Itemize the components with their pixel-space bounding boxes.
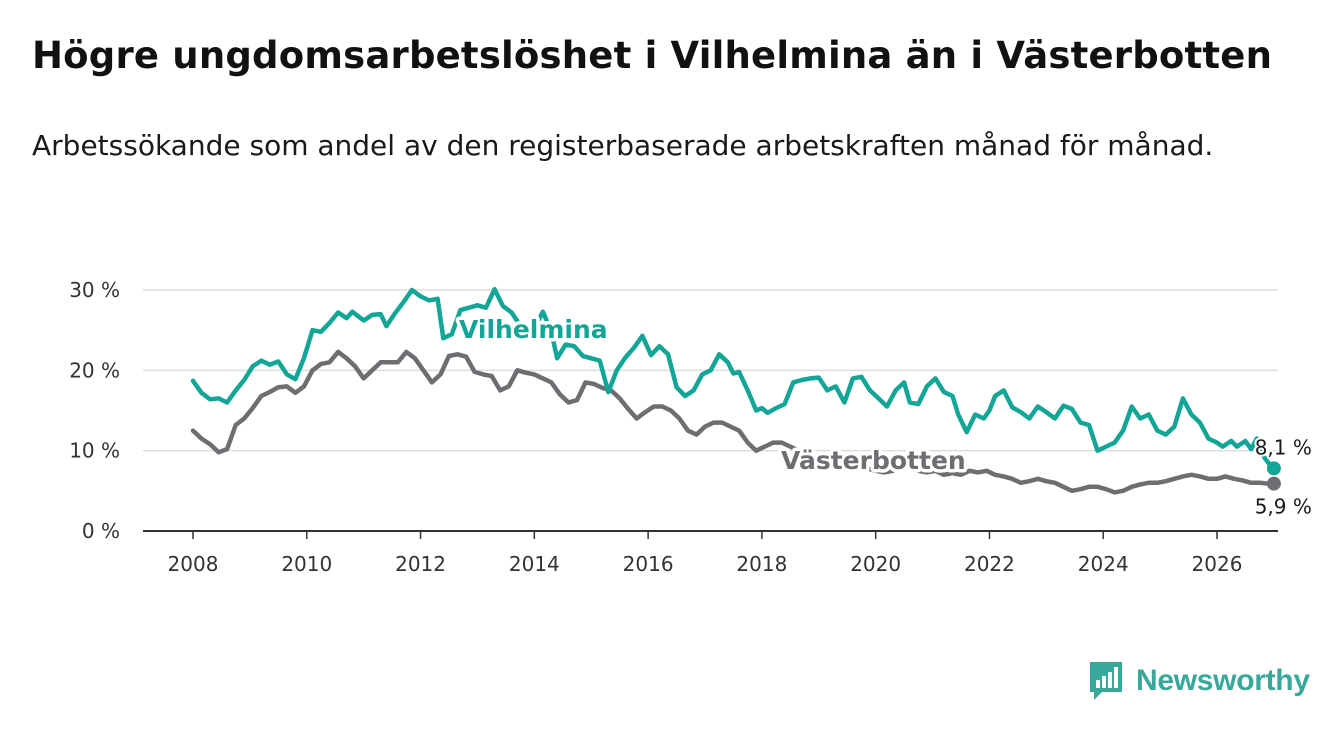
y-axis-ticks: 0 % 10 % 20 % 30 % [69, 278, 120, 543]
y-tick-label: 10 % [69, 439, 120, 463]
x-tick-label: 2016 [623, 552, 674, 576]
x-tick-label: 2010 [281, 552, 332, 576]
x-axis-ticks: 2008 2010 2012 2014 2016 2018 2020 2022 2024 2026 [168, 531, 1243, 576]
newsworthy-logo: Newsworthy [1088, 660, 1310, 702]
x-tick-label: 2018 [736, 552, 787, 576]
x-tick-label: 2014 [509, 552, 560, 576]
x-tick-label: 2022 [964, 552, 1015, 576]
newsworthy-bar-chart-icon [1090, 662, 1122, 700]
x-tick-label: 2026 [1192, 552, 1243, 576]
y-tick-label: 20 % [69, 358, 120, 382]
y-tick-label: 0 % [82, 519, 120, 543]
series-label-vilhelmina: Vilhelmina [459, 315, 608, 344]
end-marker-vasterbotten [1266, 476, 1281, 491]
x-tick-label: 2012 [395, 552, 446, 576]
series-line-vilhelmina [190, 286, 1277, 471]
chart-subtitle: Arbetssökande som andel av den registerb… [32, 129, 1214, 162]
y-tick-label: 30 % [69, 278, 120, 302]
x-tick-label: 2020 [850, 552, 901, 576]
brand-name: Newsworthy [1136, 664, 1310, 697]
chart-title: Högre ungdomsarbetslöshet i Vilhelmina ä… [32, 34, 1273, 77]
x-tick-label: 2024 [1078, 552, 1129, 576]
series-labels: 8,1 % 5,9 % Vilhelmina Västerbotten [456, 312, 1314, 521]
series-lines [190, 286, 1277, 495]
x-tick-label: 2008 [168, 552, 219, 576]
end-marker-vilhelmina [1266, 461, 1281, 476]
gridlines [143, 289, 1278, 532]
series-line-vasterbotten [190, 349, 1277, 495]
end-label-vilhelmina: 8,1 % [1255, 435, 1312, 459]
end-label-vasterbotten: 5,9 % [1255, 495, 1312, 519]
series-label-vasterbotten: Västerbotten [781, 446, 966, 475]
